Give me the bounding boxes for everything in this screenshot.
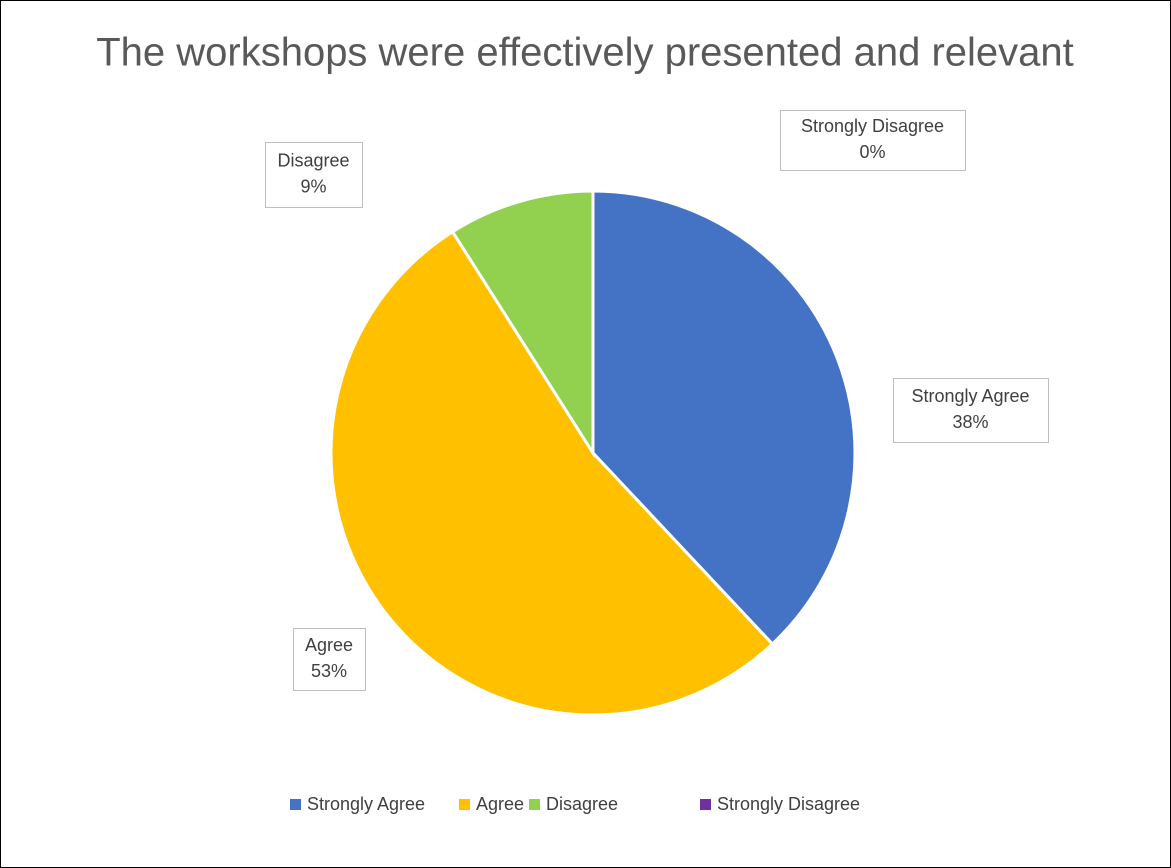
data-label-category: Agree: [305, 635, 353, 655]
data-label-value: 53%: [311, 661, 347, 681]
pie-slice: [329, 229, 775, 717]
data-label-box: [780, 110, 966, 171]
legend-swatch: [290, 799, 301, 810]
legend-label: Agree: [476, 794, 524, 814]
data-label-box: [293, 628, 366, 691]
legend-swatch: [459, 799, 470, 810]
data-label-value: 9%: [300, 176, 326, 196]
pie-slice: [450, 189, 595, 459]
legend-swatch: [700, 799, 711, 810]
pie-slice: [591, 189, 857, 647]
data-label-category: Strongly Agree: [911, 386, 1029, 406]
data-label-value: 0%: [859, 142, 885, 162]
chart-title: The workshops were effectively presented…: [96, 31, 1074, 75]
legend-label: Disagree: [546, 794, 618, 814]
data-label-category: Strongly Disagree: [801, 116, 944, 136]
data-label-value: 38%: [952, 412, 988, 432]
legend-label: Strongly Disagree: [717, 794, 860, 814]
legend-swatch: [529, 799, 540, 810]
data-label-box: [265, 142, 363, 208]
data-label-category: Disagree: [277, 150, 349, 170]
legend-label: Strongly Agree: [307, 794, 425, 814]
data-label-box: [893, 378, 1049, 443]
